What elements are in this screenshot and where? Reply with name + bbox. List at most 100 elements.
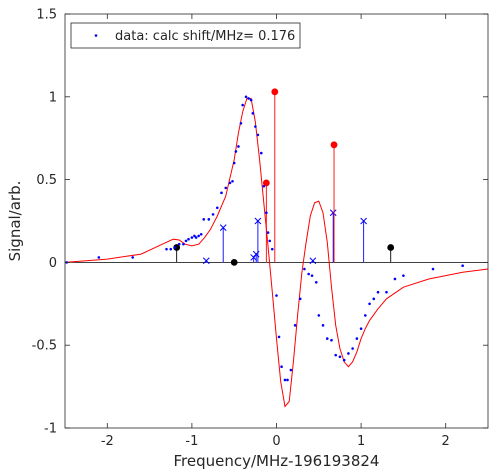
data-point: [293, 324, 297, 327]
data-point: [173, 246, 177, 249]
x-axis-label: Frequency/MHz-196193824: [174, 452, 380, 470]
data-point: [241, 103, 244, 107]
data-point: [317, 314, 321, 317]
data-point: [277, 335, 281, 339]
data-point: [193, 234, 196, 238]
stick-x-marker: [254, 217, 262, 225]
data-point: [342, 358, 346, 362]
data-point: [286, 378, 289, 382]
x-tick-label: -2: [101, 434, 114, 449]
y-tick-label: -1: [44, 422, 57, 437]
data-point: [314, 280, 318, 284]
data-point: [283, 378, 287, 382]
y-tick-label: 0: [49, 256, 57, 271]
data-point: [461, 264, 464, 268]
data-point: [334, 353, 338, 357]
data-point: [165, 247, 168, 251]
ticks-layer: -2 -1 0 1 2 -1 -0.5 0 0.5 1 1.5: [32, 8, 488, 449]
data-point: [364, 314, 367, 317]
stick-dot-marker: [330, 141, 338, 149]
data-point: [431, 267, 435, 271]
data-point: [289, 368, 293, 372]
data-point: [194, 236, 198, 239]
data-point: [177, 242, 181, 246]
data-point: [355, 337, 359, 340]
fit-line: [64, 98, 489, 408]
data-point: [280, 365, 283, 369]
data-point: [372, 297, 376, 301]
stick-dot-marker: [262, 179, 270, 187]
data-point: [247, 97, 250, 100]
data-point: [262, 184, 266, 188]
y-axis-label: Signal/arb.: [6, 181, 24, 262]
data-point: [368, 302, 371, 306]
data-point: [224, 186, 228, 190]
data-point: [321, 324, 325, 327]
stick-dot-marker: [387, 244, 395, 251]
stick-x-marker: [360, 217, 367, 225]
y-tick-label: 1: [49, 90, 57, 105]
data-point: [199, 232, 203, 236]
data-point: [307, 272, 310, 276]
stick-x-marker: [250, 254, 258, 261]
data-point: [359, 327, 363, 330]
y-tick-label: 1.5: [36, 8, 57, 23]
data-point: [393, 277, 397, 281]
data-point: [197, 234, 200, 238]
stick-x-marker: [202, 257, 210, 265]
data-point: [220, 191, 223, 195]
stick-x-marker: [329, 209, 337, 217]
data-point: [234, 150, 238, 153]
data-point: [254, 125, 257, 128]
data-point: [275, 294, 278, 297]
data-point: [303, 267, 306, 271]
data-point: [310, 274, 314, 277]
legend: data: calc shift/MHz= 0.176: [70, 22, 301, 49]
data-point: [190, 236, 194, 239]
data-point: [265, 211, 268, 215]
data-point: [237, 145, 240, 148]
data-point: [249, 98, 253, 102]
y-tick-label: 0.5: [36, 173, 57, 188]
stick-x-marker: [309, 257, 317, 265]
data-point: [232, 161, 236, 165]
data-point: [330, 338, 333, 342]
data-point: [211, 213, 215, 216]
data-point: [131, 256, 134, 259]
plot-background: [65, 14, 488, 428]
data-point: [325, 337, 329, 340]
data-point: [187, 237, 190, 241]
legend-text: data: calc shift/MHz= 0.176: [115, 29, 295, 44]
stick-x-marker: [219, 224, 227, 231]
data-point: [202, 218, 206, 221]
data-point: [228, 181, 232, 185]
data-point: [270, 247, 274, 251]
data-point: [169, 247, 173, 251]
data-point: [385, 290, 388, 294]
data-point: [298, 297, 302, 301]
x-tick-label: 1: [357, 434, 365, 449]
stick-dot-marker: [173, 244, 181, 251]
legend-box: [70, 22, 301, 49]
data-point: [215, 206, 219, 210]
data-point: [268, 239, 272, 243]
data-point: [231, 179, 234, 183]
data-point: [182, 242, 185, 246]
data-point: [351, 347, 354, 350]
data-point: [376, 290, 380, 294]
data-point: [347, 352, 350, 355]
data-point: [402, 274, 405, 277]
data-point: [256, 133, 260, 137]
x-tick-label: 0: [272, 434, 280, 449]
data-point: [259, 151, 263, 155]
data-point: [207, 218, 211, 221]
stick-dot-marker: [271, 88, 279, 96]
data-point: [244, 95, 248, 99]
legend-marker: [94, 34, 98, 37]
y-tick-label: -0.5: [32, 339, 57, 354]
data-point: [97, 256, 101, 259]
data-point: [251, 112, 255, 115]
x-tick-label: -1: [185, 434, 198, 449]
data-point: [266, 231, 270, 234]
